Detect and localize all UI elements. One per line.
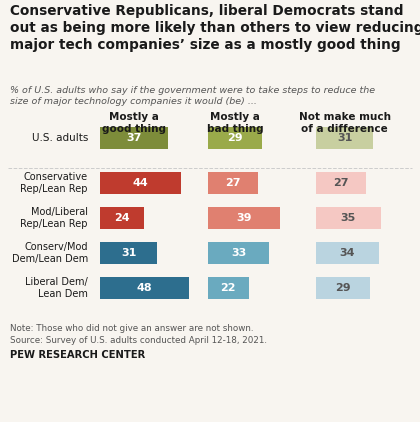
Bar: [100, 242, 158, 264]
Text: Mostly a
good thing: Mostly a good thing: [102, 112, 166, 134]
Bar: [316, 207, 381, 229]
Bar: [208, 207, 280, 229]
Text: 48: 48: [136, 283, 152, 293]
Bar: [100, 277, 189, 299]
Text: 27: 27: [225, 178, 241, 188]
Bar: [100, 172, 181, 194]
Text: 33: 33: [231, 248, 246, 258]
Text: Not make much
of a difference: Not make much of a difference: [299, 112, 391, 134]
Text: 31: 31: [121, 248, 136, 258]
Text: 44: 44: [133, 178, 149, 188]
Text: Conserv/Mod
Dem/Lean Dem: Conserv/Mod Dem/Lean Dem: [12, 242, 88, 264]
Bar: [316, 242, 379, 264]
Text: 31: 31: [337, 133, 352, 143]
Text: 22: 22: [220, 283, 236, 293]
Text: Conservative
Rep/Lean Rep: Conservative Rep/Lean Rep: [21, 172, 88, 194]
Bar: [100, 207, 144, 229]
Text: % of U.S. adults who say if the government were to take steps to reduce the
size: % of U.S. adults who say if the governme…: [10, 86, 375, 106]
Text: 35: 35: [341, 213, 356, 223]
Text: 39: 39: [236, 213, 252, 223]
Text: 34: 34: [340, 248, 355, 258]
Bar: [316, 172, 366, 194]
Text: 37: 37: [126, 133, 142, 143]
Text: 29: 29: [227, 133, 243, 143]
Text: 24: 24: [114, 213, 130, 223]
Bar: [316, 127, 373, 149]
Text: 29: 29: [335, 283, 351, 293]
Text: Mostly a
bad thing: Mostly a bad thing: [207, 112, 263, 134]
Text: Conservative Republicans, liberal Democrats stand
out as being more likely than : Conservative Republicans, liberal Democr…: [10, 4, 420, 51]
Bar: [316, 277, 370, 299]
Bar: [208, 242, 269, 264]
Text: U.S. adults: U.S. adults: [32, 133, 88, 143]
Text: PEW RESEARCH CENTER: PEW RESEARCH CENTER: [10, 350, 145, 360]
Text: 27: 27: [333, 178, 349, 188]
Bar: [208, 172, 258, 194]
Text: Liberal Dem/
Lean Dem: Liberal Dem/ Lean Dem: [25, 277, 88, 299]
Bar: [100, 127, 168, 149]
Bar: [208, 127, 262, 149]
Text: Mod/Liberal
Rep/Lean Rep: Mod/Liberal Rep/Lean Rep: [21, 207, 88, 229]
Text: Note: Those who did not give an answer are not shown.
Source: Survey of U.S. adu: Note: Those who did not give an answer a…: [10, 324, 267, 345]
Bar: [208, 277, 249, 299]
